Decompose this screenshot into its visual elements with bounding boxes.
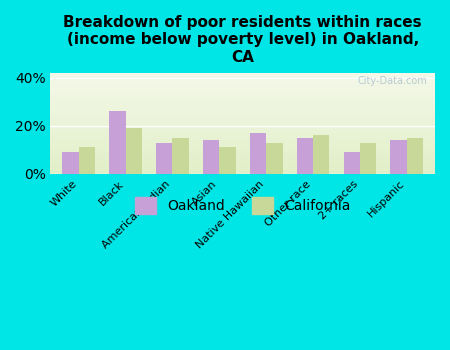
Bar (407, 138, 423, 174)
Bar (360, 142, 376, 174)
Bar (109, 111, 126, 174)
Title: Breakdown of poor residents within races
(income below poverty level) in Oakland: Breakdown of poor residents within races… (63, 15, 422, 65)
Bar (250, 133, 266, 174)
Bar (62, 152, 79, 174)
Text: City-Data.com: City-Data.com (358, 76, 427, 86)
Bar (297, 138, 313, 174)
Bar (126, 128, 142, 174)
Bar (313, 135, 329, 174)
Bar (156, 142, 172, 174)
Bar (219, 147, 236, 174)
Bar (391, 140, 407, 174)
Bar (266, 142, 283, 174)
Bar (79, 147, 95, 174)
Bar (203, 140, 219, 174)
Legend: Oakland, California: Oakland, California (129, 191, 356, 219)
Bar (172, 138, 189, 174)
Bar (343, 152, 360, 174)
